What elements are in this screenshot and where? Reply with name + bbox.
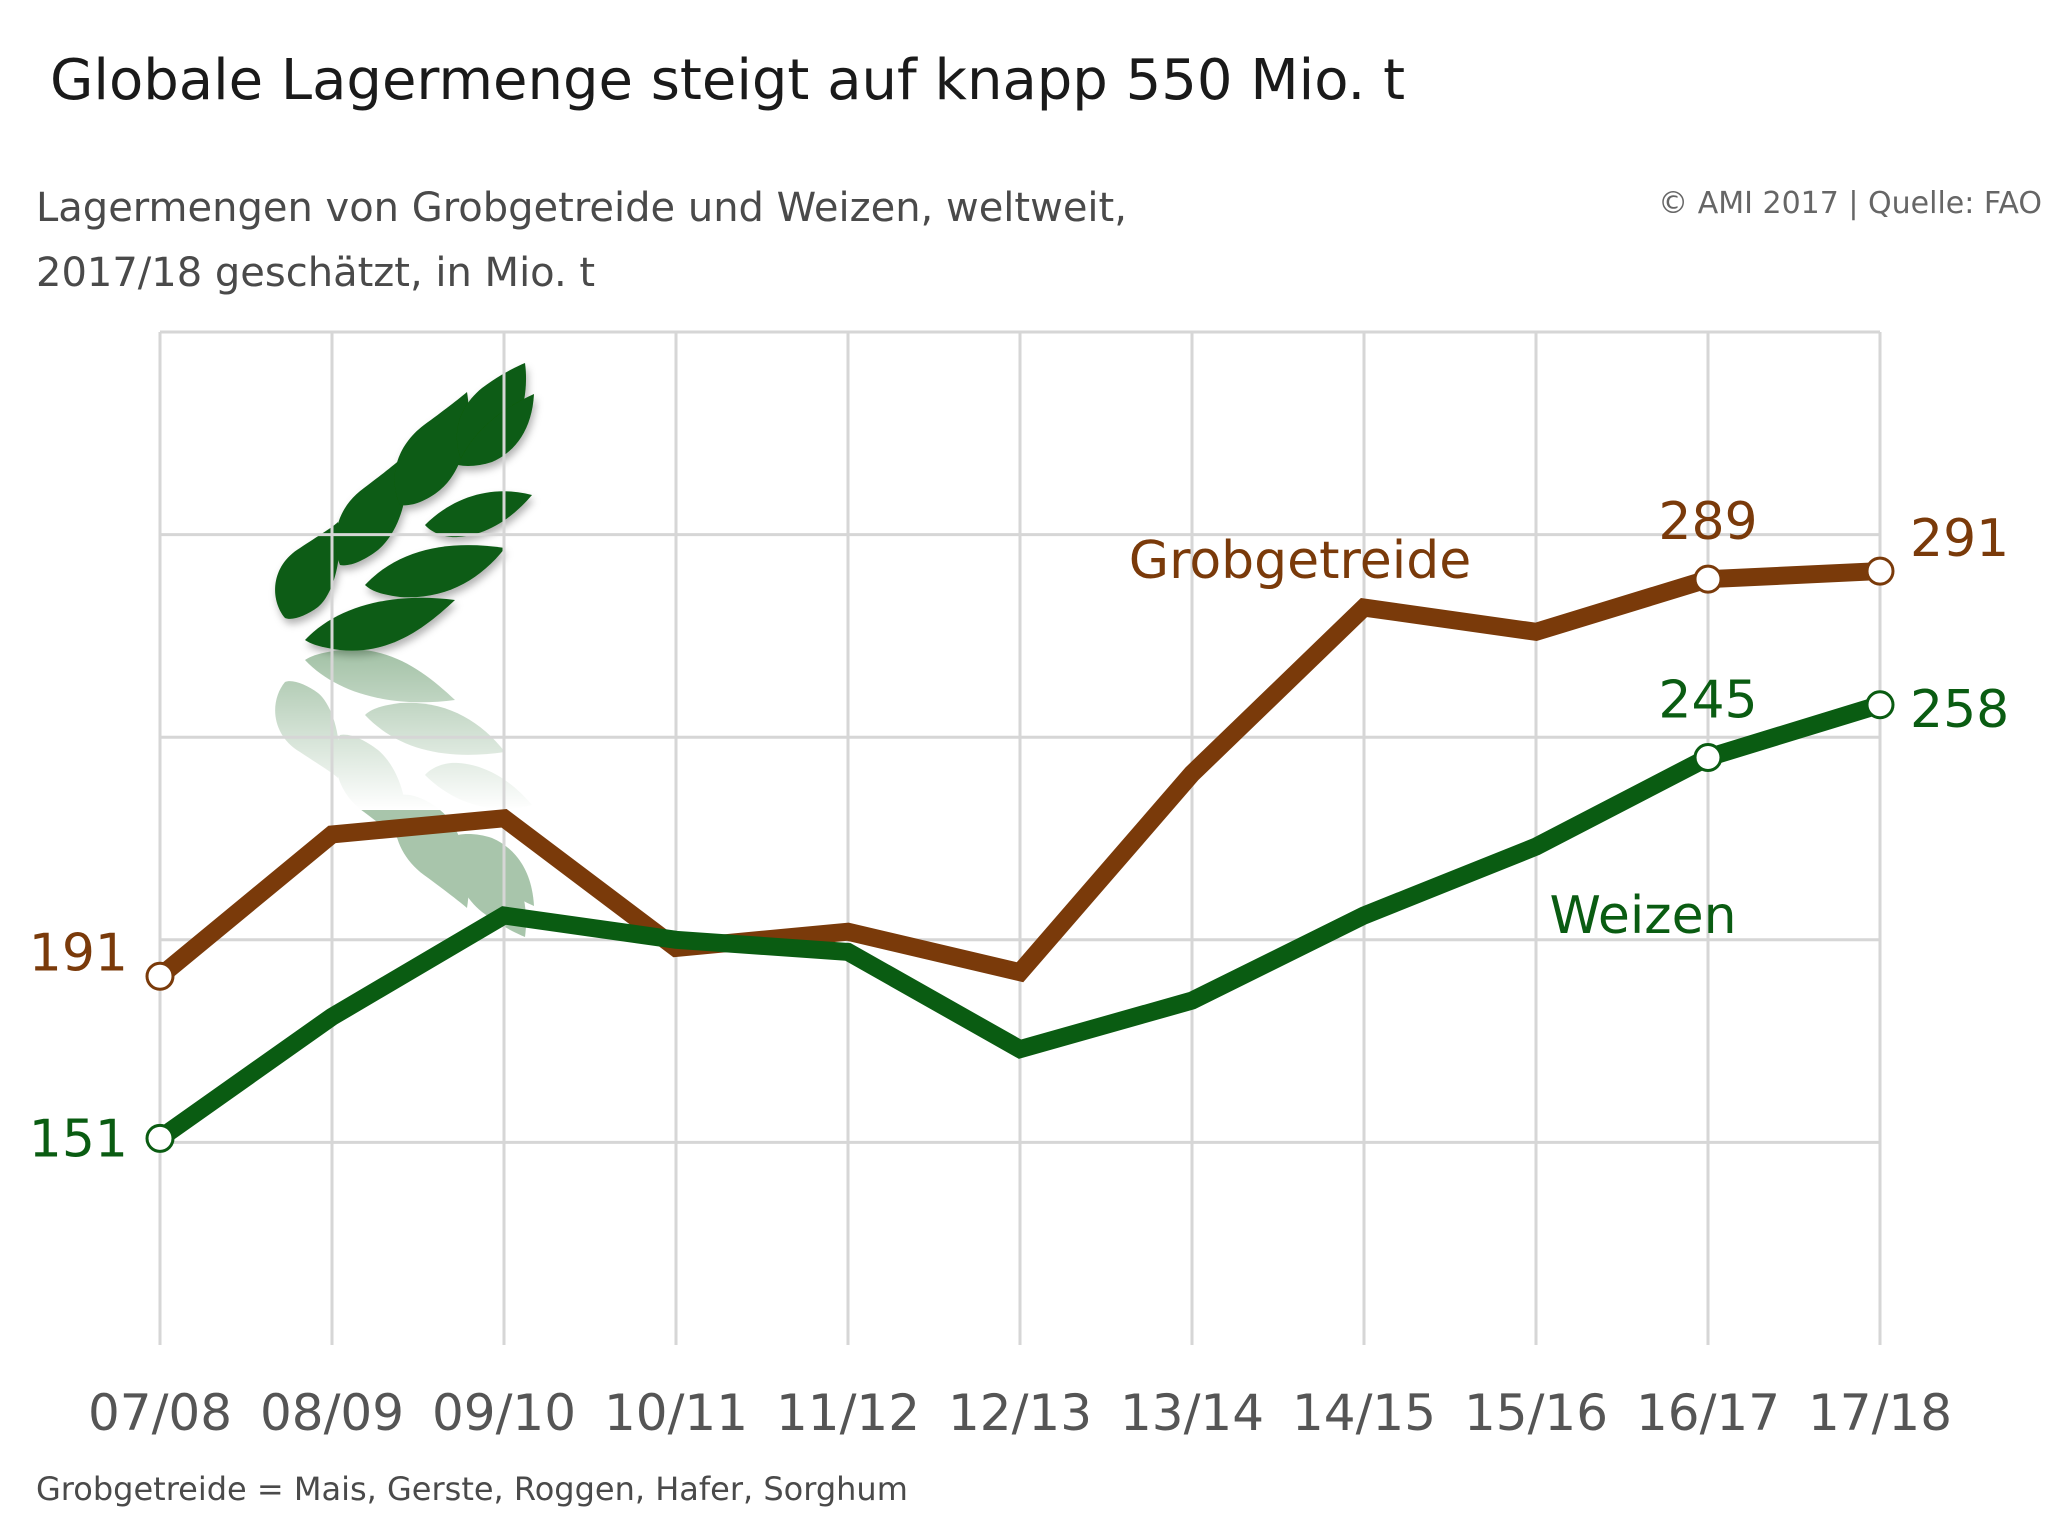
data-point-marker	[1865, 690, 1895, 720]
subtitle-line-1: Lagermengen von Grobgetreide und Weizen,…	[36, 185, 1127, 231]
x-axis-tick-labels: 07/08 08/09 09/10 10/11 11/12 12/13 13/14 14/15…	[88, 1384, 1952, 1442]
x-tick-label: 16/17	[1636, 1384, 1780, 1442]
series-name-labels: Grobgetreide Weizen	[1129, 531, 1737, 946]
series-name-weizen: Weizen	[1549, 886, 1736, 946]
chart-title: Globale Lagermenge steigt auf knapp 550 …	[50, 48, 1406, 113]
chart-markers	[145, 556, 1895, 1153]
x-tick-label: 17/18	[1808, 1384, 1952, 1442]
data-label: 291	[1910, 509, 2009, 569]
series-line-weizen	[154, 696, 1883, 1146]
chart-subtitle: Lagermengen von Grobgetreide und Weizen,…	[36, 176, 1127, 306]
x-tick-label: 12/13	[948, 1384, 1092, 1442]
data-label: 191	[29, 923, 128, 983]
x-tick-label: 14/15	[1292, 1384, 1436, 1442]
data-label: 258	[1910, 680, 2009, 740]
x-tick-label: 11/12	[776, 1384, 920, 1442]
x-tick-label: 15/16	[1464, 1384, 1608, 1442]
x-tick-label: 08/09	[260, 1384, 404, 1442]
x-tick-label: 10/11	[604, 1384, 748, 1442]
data-point-marker	[1693, 742, 1723, 772]
source-credit: © AMI 2017 | Quelle: FAO	[1658, 186, 2042, 221]
data-label: 151	[29, 1109, 128, 1169]
series-line-grobgetreide	[154, 562, 1881, 984]
x-tick-label: 07/08	[88, 1384, 232, 1442]
chart-data-labels: 191 289 291 151 245 258	[29, 492, 2010, 1169]
data-label: 245	[1658, 670, 1757, 730]
data-point-marker	[1693, 564, 1723, 594]
chart-lines	[154, 562, 1883, 1146]
x-tick-label: 13/14	[1120, 1384, 1264, 1442]
footnote: Grobgetreide = Mais, Gerste, Roggen, Haf…	[36, 1470, 908, 1508]
series-name-grobgetreide: Grobgetreide	[1129, 531, 1471, 591]
data-point-marker	[145, 1123, 175, 1153]
data-point-marker	[1865, 556, 1895, 586]
wheat-ear-icon	[260, 363, 560, 937]
data-point-marker	[145, 961, 175, 991]
subtitle-line-2: 2017/18 geschätzt, in Mio. t	[36, 250, 596, 296]
x-tick-label: 09/10	[432, 1384, 576, 1442]
data-label: 289	[1658, 492, 1757, 552]
